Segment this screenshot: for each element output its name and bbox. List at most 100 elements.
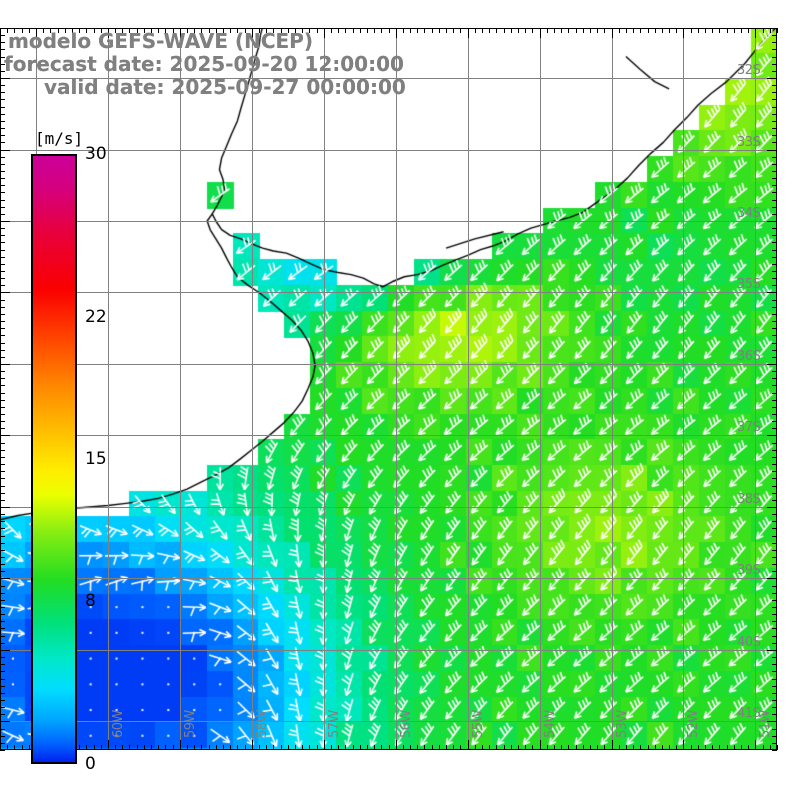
axis-minor-tick: [504, 745, 505, 750]
axis-minor-tick: [772, 714, 777, 715]
colorbar-unit-label: [m/s]: [35, 129, 84, 148]
axis-minor-tick: [772, 507, 777, 508]
axis-minor-tick: [772, 214, 777, 215]
gridline-lat: [0, 221, 777, 222]
axis-minor-tick: [772, 228, 777, 229]
axis-minor-tick: [86, 28, 87, 33]
axis-minor-tick: [655, 745, 656, 750]
axis-minor-tick: [0, 292, 5, 293]
axis-minor-tick: [0, 285, 5, 286]
axis-minor-tick: [0, 278, 5, 279]
axis-minor-tick: [0, 64, 5, 65]
axis-minor-tick: [0, 221, 5, 222]
axis-minor-tick: [648, 745, 649, 750]
axis-minor-tick: [309, 28, 310, 33]
axis-minor-tick: [0, 314, 5, 315]
axis-minor-tick: [381, 28, 382, 33]
axis-minor-tick: [58, 28, 59, 33]
axis-minor-tick: [230, 745, 231, 750]
axis-minor-tick: [0, 42, 5, 43]
axis-minor-tick: [755, 745, 756, 750]
axis-minor-tick: [201, 745, 202, 750]
axis-minor-tick: [0, 343, 5, 344]
axis-minor-tick: [0, 450, 5, 451]
axis-minor-tick: [640, 745, 641, 750]
lat-label: 40S: [737, 635, 761, 650]
axis-minor-tick: [0, 271, 5, 272]
axis-minor-tick: [0, 357, 5, 358]
axis-minor-tick: [115, 28, 116, 33]
gridline-lat: [0, 578, 777, 579]
map-plot-area[interactable]: [0, 28, 777, 750]
axis-minor-tick: [518, 745, 519, 750]
axis-minor-tick: [772, 171, 777, 172]
colorbar-tick-label: 22: [85, 306, 107, 327]
axis-minor-tick: [772, 128, 777, 129]
lat-label: 38S: [737, 492, 761, 507]
axis-minor-tick: [0, 600, 5, 601]
axis-minor-tick: [482, 28, 483, 33]
axis-minor-tick: [65, 28, 66, 33]
axis-minor-tick: [0, 521, 5, 522]
axis-minor-tick: [772, 300, 777, 301]
axis-minor-tick: [0, 264, 5, 265]
lat-label: 39S: [737, 563, 761, 578]
axis-minor-tick: [772, 707, 777, 708]
wind-barb-overlay: [0, 28, 777, 750]
axis-minor-tick: [0, 321, 5, 322]
axis-minor-tick: [772, 150, 777, 151]
axis-minor-tick: [0, 421, 5, 422]
axis-minor-tick: [540, 28, 541, 33]
gridline-lat: [0, 650, 777, 651]
axis-minor-tick: [432, 28, 433, 33]
axis-minor-tick: [0, 557, 5, 558]
axis-minor-tick: [446, 28, 447, 33]
axis-minor-tick: [583, 745, 584, 750]
axis-minor-tick: [14, 28, 15, 33]
axis-tick: [396, 28, 397, 38]
axis-minor-tick: [772, 314, 777, 315]
axis-minor-tick: [683, 745, 684, 750]
axis-minor-tick: [0, 135, 5, 136]
axis-minor-tick: [772, 750, 777, 751]
axis-minor-tick: [504, 28, 505, 33]
axis-minor-tick: [0, 185, 5, 186]
axis-minor-tick: [0, 57, 5, 58]
axis-minor-tick: [568, 28, 569, 33]
axis-minor-tick: [0, 564, 5, 565]
axis-minor-tick: [0, 536, 5, 537]
axis-minor-tick: [532, 745, 533, 750]
axis-minor-tick: [719, 28, 720, 33]
axis-minor-tick: [496, 28, 497, 33]
axis-minor-tick: [94, 28, 95, 33]
axis-minor-tick: [7, 745, 8, 750]
lon-label: 57W: [327, 710, 342, 738]
axis-minor-tick: [0, 745, 1, 750]
axis-minor-tick: [772, 557, 777, 558]
axis-minor-tick: [0, 393, 5, 394]
axis-minor-tick: [187, 28, 188, 33]
axis-minor-tick: [209, 745, 210, 750]
axis-minor-tick: [122, 28, 123, 33]
axis-minor-tick: [338, 745, 339, 750]
axis-minor-tick: [216, 28, 217, 33]
axis-minor-tick: [0, 464, 5, 465]
axis-minor-tick: [772, 621, 777, 622]
axis-tick: [324, 28, 325, 38]
axis-minor-tick: [772, 693, 777, 694]
axis-minor-tick: [597, 28, 598, 33]
axis-minor-tick: [0, 142, 5, 143]
axis-tick: [612, 28, 613, 38]
axis-minor-tick: [0, 507, 5, 508]
lon-label: 54W: [543, 710, 558, 738]
axis-minor-tick: [475, 745, 476, 750]
axis-minor-tick: [640, 28, 641, 33]
axis-minor-tick: [302, 745, 303, 750]
axis-minor-tick: [295, 745, 296, 750]
axis-minor-tick: [772, 385, 777, 386]
axis-minor-tick: [547, 745, 548, 750]
axis-minor-tick: [772, 178, 777, 179]
axis-minor-tick: [772, 421, 777, 422]
axis-minor-tick: [396, 28, 397, 33]
axis-minor-tick: [0, 514, 5, 515]
